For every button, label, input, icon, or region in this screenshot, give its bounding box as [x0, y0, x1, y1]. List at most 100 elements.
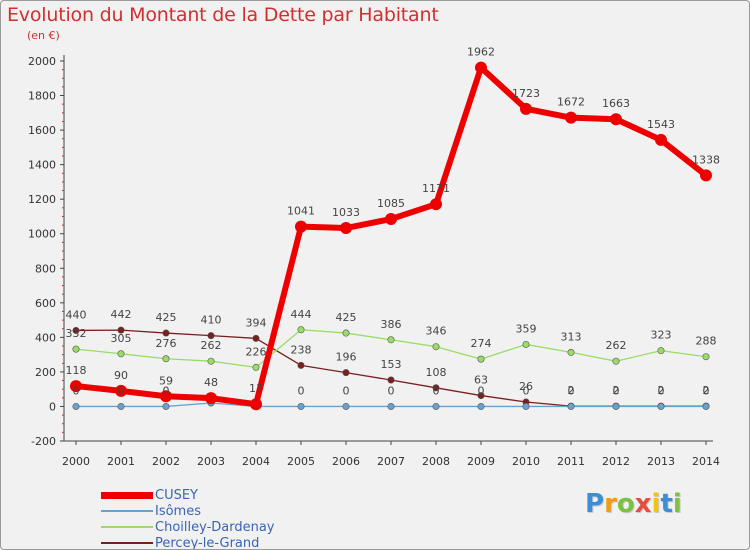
legend-swatch [101, 491, 153, 499]
data-label: 226 [246, 345, 267, 358]
data-label: 238 [291, 343, 312, 356]
legend-swatch [101, 510, 153, 512]
data-point [342, 329, 350, 337]
legend-label: Choilley-Dardenay [155, 519, 275, 535]
data-point [477, 402, 485, 410]
data-label: 442 [111, 308, 132, 321]
data-point [610, 113, 622, 126]
data-point [387, 376, 395, 384]
data-label: 1033 [332, 206, 360, 219]
legend-swatch [101, 526, 153, 528]
x-tick-label: 2012 [602, 455, 630, 468]
data-label: 288 [696, 335, 717, 348]
y-tick-label: 1600 [28, 124, 56, 137]
data-label: 2 [658, 384, 665, 397]
data-label: 386 [381, 318, 402, 331]
data-label: 0 [298, 384, 305, 397]
logo-letter: r [604, 489, 617, 519]
data-point [387, 402, 395, 410]
data-point [612, 357, 620, 365]
legend-label: Isômes [155, 503, 201, 519]
x-tick-label: 2005 [287, 455, 315, 468]
y-tick-label: -200 [31, 435, 56, 448]
data-point [162, 355, 170, 363]
data-label: 153 [381, 358, 402, 371]
x-tick-label: 2007 [377, 455, 405, 468]
line-chart: -200020040060080010001200140016001800200… [28, 46, 721, 468]
data-point [72, 345, 80, 353]
logo-letter: t [660, 489, 673, 519]
y-tick-label: 800 [35, 262, 56, 275]
data-label: 313 [561, 330, 582, 343]
data-point [297, 402, 305, 410]
data-point [72, 326, 80, 334]
data-point [252, 363, 260, 371]
data-label: 1085 [377, 197, 405, 210]
x-tick-label: 2010 [512, 455, 540, 468]
data-point [430, 198, 442, 211]
data-label: 59 [159, 374, 173, 387]
data-point [657, 347, 665, 355]
data-label: 1041 [287, 205, 315, 218]
data-point [162, 329, 170, 337]
y-tick-label: 1200 [28, 193, 56, 206]
data-point [657, 402, 665, 410]
data-label: 305 [111, 332, 132, 345]
legend-item: Choilley-Dardenay [101, 519, 275, 535]
data-label: 0 [568, 384, 575, 397]
data-label: 0 [478, 384, 485, 397]
data-point [162, 402, 170, 410]
data-point [432, 384, 440, 392]
data-point [520, 102, 532, 115]
data-label: 0 [118, 384, 125, 397]
data-label: 323 [651, 329, 672, 342]
legend-item: Isômes [101, 503, 275, 519]
logo-letter: x [634, 489, 652, 519]
data-label: 274 [471, 337, 492, 350]
x-tick-label: 2011 [557, 455, 585, 468]
data-point [115, 384, 127, 397]
data-point [160, 390, 172, 403]
x-tick-label: 2000 [62, 455, 90, 468]
data-label: 0 [433, 384, 440, 397]
x-tick-label: 2013 [647, 455, 675, 468]
data-label: 1543 [647, 118, 675, 131]
data-label: 63 [474, 374, 488, 387]
data-point [567, 348, 575, 356]
data-point [567, 402, 575, 410]
legend-label: CUSEY [155, 487, 198, 503]
x-tick-label: 2006 [332, 455, 360, 468]
chart-subtitle: (en €) [27, 29, 60, 42]
y-tick-label: 200 [35, 366, 56, 379]
logo-letter: i [672, 489, 682, 519]
data-point [72, 402, 80, 410]
logo-letter: i [651, 489, 661, 519]
data-label: 359 [516, 322, 537, 335]
y-tick-label: 1000 [28, 228, 56, 241]
data-point [297, 326, 305, 334]
data-label: 13 [249, 382, 263, 395]
data-point [477, 355, 485, 363]
data-point [342, 369, 350, 377]
data-label: 1723 [512, 87, 540, 100]
data-label: 196 [336, 351, 357, 364]
legend-swatch [101, 542, 153, 544]
data-label: 0 [388, 384, 395, 397]
data-label: 118 [66, 364, 87, 377]
data-point [475, 61, 487, 74]
chart-title: Evolution du Montant de la Dette par Hab… [7, 4, 439, 26]
logo-letter: P [585, 489, 605, 519]
x-tick-label: 2003 [197, 455, 225, 468]
data-point [117, 326, 125, 334]
data-point [702, 402, 710, 410]
x-tick-label: 2008 [422, 455, 450, 468]
data-label: 425 [156, 311, 177, 324]
data-label: 276 [156, 337, 177, 350]
data-point [612, 402, 620, 410]
data-point [117, 350, 125, 358]
data-label: 48 [204, 376, 218, 389]
y-tick-label: 400 [35, 331, 56, 344]
data-point [477, 392, 485, 400]
data-point [207, 357, 215, 365]
